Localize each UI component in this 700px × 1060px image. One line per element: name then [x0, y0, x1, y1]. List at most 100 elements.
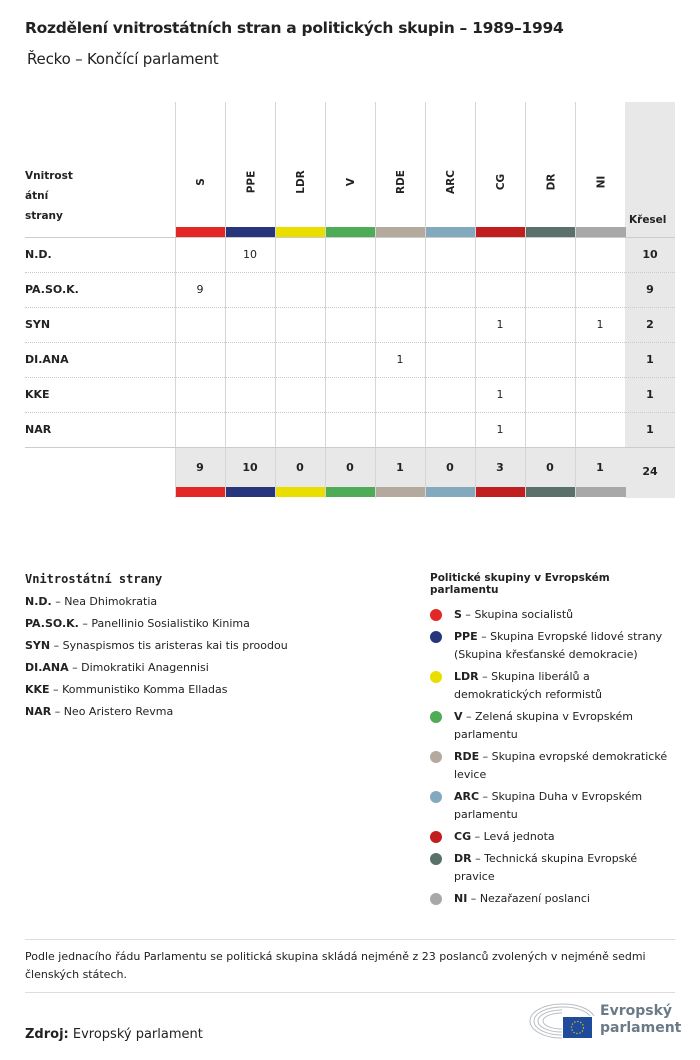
- legend-party-item: KKE – Kommunistiko Komma Elladas: [25, 683, 228, 696]
- legend-party-code: N.D.: [25, 595, 52, 608]
- national-parties-legend: Vnitrostátní strany N.D. – Nea Dhimokrat…: [25, 572, 288, 727]
- legend-party-name: Nea Dhimokratia: [64, 595, 158, 608]
- group-total: 1: [396, 461, 404, 474]
- group-color-bar: [426, 227, 476, 237]
- legend-group-name: Skupina Duha v Evropském parlamentu: [454, 790, 643, 821]
- legend-party-code: NAR: [25, 705, 52, 718]
- legend-group-name: Skupina Evropské lidové strany (Skupina …: [454, 630, 663, 661]
- table-row: DI.ANA 1 1: [25, 342, 675, 377]
- source: Zdroj: Evropský parlament: [25, 1027, 203, 1042]
- legend-group-code: DR: [454, 852, 472, 865]
- group-color-dot-icon: [430, 791, 442, 803]
- party-name: KKE: [25, 388, 50, 401]
- table-row: NAR 1 1: [25, 412, 675, 447]
- group-color-dot-icon: [430, 751, 442, 763]
- group-total: 0: [346, 461, 354, 474]
- legend-group-code: LDR: [454, 670, 479, 683]
- page-subtitle: Řecko – Končící parlament: [27, 50, 219, 68]
- eu-flag-icon: [563, 1017, 592, 1038]
- group-header-v: V: [326, 142, 376, 222]
- row-total: 2: [646, 318, 654, 331]
- legend-group-code: ARC: [454, 790, 480, 803]
- legend-party-item: N.D. – Nea Dhimokratia: [25, 595, 158, 608]
- row-total: 9: [646, 283, 654, 296]
- legend-group-item: RDE – Skupina evropské demokratické levi…: [430, 748, 680, 784]
- grand-total: 24: [642, 465, 658, 478]
- group-total: 1: [596, 461, 604, 474]
- group-header-s: S: [176, 142, 226, 222]
- row-total: 1: [646, 353, 654, 366]
- group-header-label: DR: [545, 173, 557, 191]
- group-color-bar: [176, 227, 226, 237]
- group-color-bar: [326, 227, 376, 237]
- party-column-header-line: átní: [25, 190, 49, 202]
- table-row: KKE 1 1: [25, 377, 675, 412]
- legend-party-name: Panellinio Sosialistiko Kinima: [91, 617, 250, 630]
- table-row: PA.SO.K. 9 9: [25, 272, 675, 307]
- seat-count: 1: [596, 318, 604, 331]
- seat-count: 1: [396, 353, 404, 366]
- seat-count: 1: [496, 318, 504, 331]
- group-color-bar-bottom: [426, 487, 476, 497]
- group-color-bar-bottom: [176, 487, 226, 497]
- group-header-dr: DR: [526, 142, 576, 222]
- party-name: NAR: [25, 423, 52, 436]
- group-color-dot-icon: [430, 609, 442, 621]
- legend-group-name: Nezařazení poslanci: [479, 892, 590, 905]
- group-color-dot-icon: [430, 853, 442, 865]
- group-column-rde: RDE: [375, 102, 426, 498]
- group-header-label: LDR: [295, 170, 307, 194]
- group-header-rde: RDE: [376, 142, 426, 222]
- group-header-label: RDE: [394, 170, 407, 194]
- group-column-s: S: [175, 102, 226, 498]
- group-column-ppe: PPE: [225, 102, 276, 498]
- group-header-label: CG: [494, 173, 507, 191]
- group-color-bar-bottom: [376, 487, 426, 497]
- group-total: 3: [496, 461, 504, 474]
- legend-group-name: Technická skupina Evropské pravice: [454, 852, 638, 883]
- legend-party-item: SYN – Synaspismos tis aristeras kai tis …: [25, 639, 288, 652]
- group-header-label: ARC: [444, 170, 457, 194]
- legend-party-item: DI.ANA – Dimokratiki Anagennisi: [25, 661, 209, 674]
- group-total: 0: [546, 461, 554, 474]
- group-color-dot-icon: [430, 671, 442, 683]
- group-color-bar-bottom: [276, 487, 326, 497]
- group-header-ni: NI: [576, 142, 626, 222]
- group-color-bar-bottom: [576, 487, 626, 497]
- group-total: 0: [446, 461, 454, 474]
- party-name: DI.ANA: [25, 353, 69, 366]
- group-color-bar: [226, 227, 276, 237]
- row-total: 10: [642, 248, 658, 261]
- legend-group-name: Levá jednota: [483, 830, 555, 843]
- legend-group-item: V – Zelená skupina v Evropském parlament…: [430, 708, 680, 744]
- table-row: SYN 1 1 2: [25, 307, 675, 342]
- seat-count: 10: [243, 248, 257, 261]
- seat-count: 1: [496, 388, 504, 401]
- legend-group-code: CG: [454, 830, 472, 843]
- legend-group-item: NI – Nezařazení poslanci: [430, 890, 680, 908]
- group-color-bar: [526, 227, 576, 237]
- party-column-header-line: strany: [25, 210, 63, 222]
- group-total: 0: [296, 461, 304, 474]
- legend-group-name: Skupina liberálů a demokratických reform…: [454, 670, 603, 701]
- group-header-label: PPE: [244, 170, 257, 194]
- legend-group-item: PPE – Skupina Evropské lidové strany (Sk…: [430, 628, 680, 664]
- group-header-label: NI: [594, 175, 607, 189]
- legend-group-name: Zelená skupina v Evropském parlamentu: [454, 710, 633, 741]
- group-color-dot-icon: [430, 893, 442, 905]
- legend-group-name: Skupina socialistů: [474, 608, 574, 621]
- logo-text: Evropský parlament: [600, 1003, 681, 1037]
- logo-line-2: parlament: [600, 1020, 682, 1036]
- logo-line-1: Evropský: [600, 1003, 673, 1019]
- legend-group-item: S – Skupina socialistů: [430, 606, 680, 624]
- legend-party-name: Kommunistiko Komma Elladas: [62, 683, 228, 696]
- group-color-dot-icon: [430, 711, 442, 723]
- legend-group-code: PPE: [454, 630, 478, 643]
- group-total: 10: [242, 461, 258, 474]
- legend-party-code: KKE: [25, 683, 50, 696]
- legend-group-item: CG – Levá jednota: [430, 828, 680, 846]
- page-title: Rozdělení vnitrostátních stran a politic…: [25, 19, 564, 37]
- party-name: PA.SO.K.: [25, 283, 79, 296]
- legend-group-code: S: [454, 608, 462, 621]
- legend-party-code: DI.ANA: [25, 661, 69, 674]
